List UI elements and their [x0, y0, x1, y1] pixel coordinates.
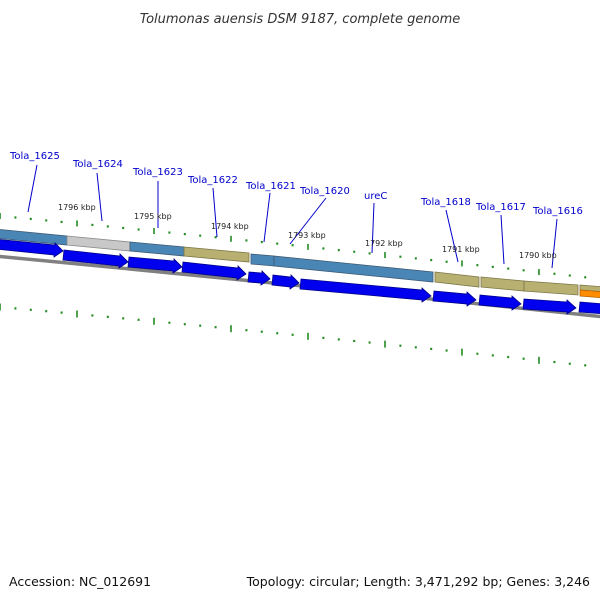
gene-label-line: [263, 192, 271, 243]
cog-band-blue: [129, 241, 185, 257]
gene-label: Tola_1616: [532, 206, 583, 217]
gene-label: Tola_1618: [420, 197, 471, 208]
scale-labels: 1796 kbp 1795 kbp 1794 kbp 1793 kbp 1792…: [58, 203, 557, 260]
gene-label: Tola_1623: [132, 167, 183, 178]
gene-label: Tola_1625: [9, 151, 60, 162]
gene-label: Tola_1620: [299, 186, 350, 197]
gene-arrow: [247, 270, 271, 286]
gene-label-line: [551, 218, 558, 269]
scale-label: 1793 kbp: [288, 231, 326, 240]
gene-label-line: [96, 172, 103, 222]
outer-tick-track: [0, 213, 587, 279]
gene-label: Tola_1624: [72, 159, 123, 170]
cog-band-blue: [273, 255, 434, 283]
scale-label: 1792 kbp: [365, 239, 403, 248]
cog-band-olive: [523, 280, 579, 296]
scale-label: 1791 kbp: [442, 245, 480, 254]
gene-arrow: [522, 298, 577, 315]
cog-band-olive: [579, 284, 600, 293]
cog-band-olive: [434, 271, 480, 288]
gene-arrow: [432, 290, 477, 307]
accession-label: Accession: NC_012691: [9, 574, 151, 589]
gene-label: Tola_1622: [187, 175, 238, 186]
gene-arrow: [578, 301, 600, 315]
gene-label-line: [212, 187, 218, 238]
genome-summary-label: Topology: circular; Length: 3,471,292 bp…: [246, 574, 590, 589]
scale-label: 1795 kbp: [134, 212, 172, 221]
gene-arrow: [181, 261, 247, 281]
inner-tick-track: [0, 303, 587, 367]
gene-arrow: [478, 294, 522, 311]
gene-label: Tola_1617: [475, 202, 526, 213]
cog-band-olive: [480, 276, 525, 292]
gene-arrow: [0, 239, 64, 258]
gene-label-line: [500, 214, 505, 265]
cog-band-blue: [250, 253, 275, 267]
gene-arrow: [271, 274, 300, 290]
cog-band-orange: [579, 289, 600, 299]
cog-band-olive: [183, 246, 250, 263]
gene-arrow: [127, 256, 183, 274]
gene-labels: Tola_1625 Tola_1624 Tola_1623 Tola_1622 …: [9, 151, 583, 217]
gene-label-line: [289, 197, 327, 245]
scale-label: 1794 kbp: [211, 222, 249, 231]
forward-strand-gene-track: [0, 239, 600, 315]
gene-label-line: [27, 164, 38, 213]
map-title: Tolumonas auensis DSM 9187, complete gen…: [140, 12, 461, 27]
gene-arrow: [62, 249, 129, 269]
gene-label: ureC: [364, 191, 387, 202]
cog-band-gray: [66, 235, 131, 252]
gene-label-lines: [27, 164, 558, 269]
scale-label: 1790 kbp: [519, 251, 557, 260]
gene-label: Tola_1621: [245, 181, 296, 192]
gene-arrow: [299, 278, 432, 303]
gene-label-line: [445, 209, 459, 263]
cog-category-track: [0, 229, 600, 299]
scale-label: 1796 kbp: [58, 203, 96, 212]
gene-label-line: [371, 202, 375, 254]
